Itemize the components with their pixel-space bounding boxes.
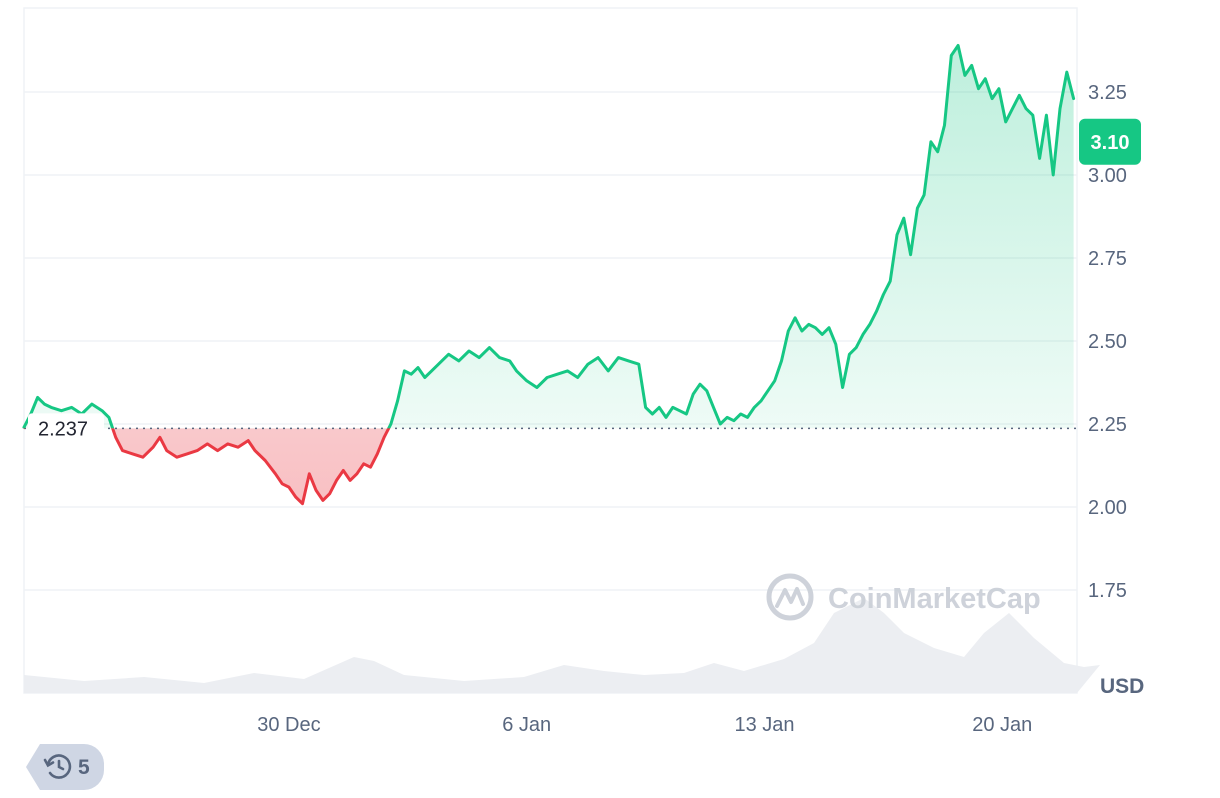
volume-area bbox=[24, 598, 1100, 693]
current-price-label: 3.10 bbox=[1091, 132, 1130, 154]
price-line-down bbox=[22, 428, 391, 506]
history-count: 5 bbox=[78, 756, 90, 779]
x-tick-label: 13 Jan bbox=[734, 714, 794, 736]
logo-wave bbox=[775, 587, 805, 608]
y-tick-label: 2.00 bbox=[1088, 497, 1127, 519]
price-line-up bbox=[22, 44, 1076, 429]
watermark-text: CoinMarketCap bbox=[828, 583, 1041, 615]
y-tick-label: 2.25 bbox=[1088, 414, 1127, 436]
y-tick-label: 3.00 bbox=[1088, 165, 1127, 187]
baseline-value-label: 2.237 bbox=[38, 418, 88, 440]
x-axis-ticks: 30 Dec 6 Jan 13 Jan 20 Jan bbox=[257, 714, 1032, 736]
x-tick-label: 30 Dec bbox=[257, 714, 320, 736]
y-tick-label: 1.75 bbox=[1088, 580, 1127, 602]
watermark: CoinMarketCap bbox=[766, 573, 1041, 621]
history-button-background bbox=[26, 744, 104, 790]
area-below-baseline bbox=[112, 428, 389, 504]
baseline-tag-background bbox=[28, 413, 104, 446]
history-clock-icon bbox=[43, 754, 72, 779]
y-tick-label: 2.50 bbox=[1088, 331, 1127, 353]
history-button[interactable]: 5 bbox=[26, 744, 104, 790]
current-price-tag: 3.10 bbox=[1079, 118, 1141, 165]
y-tick-label: 2.75 bbox=[1088, 248, 1127, 270]
currency-unit-label: USD bbox=[1100, 675, 1144, 698]
area-above-baseline bbox=[24, 45, 1074, 429]
y-tick-label: 3.25 bbox=[1088, 82, 1127, 104]
y-axis-ticks: 1.75 2.00 2.25 2.50 2.75 3.00 3.25 bbox=[1088, 82, 1127, 602]
coinmarketcap-logo-icon bbox=[766, 573, 814, 621]
baseline-tag: 2.237 bbox=[28, 413, 104, 446]
x-tick-label: 6 Jan bbox=[502, 714, 551, 736]
current-price-background bbox=[1079, 118, 1141, 165]
x-tick-label: 20 Jan bbox=[972, 714, 1032, 736]
